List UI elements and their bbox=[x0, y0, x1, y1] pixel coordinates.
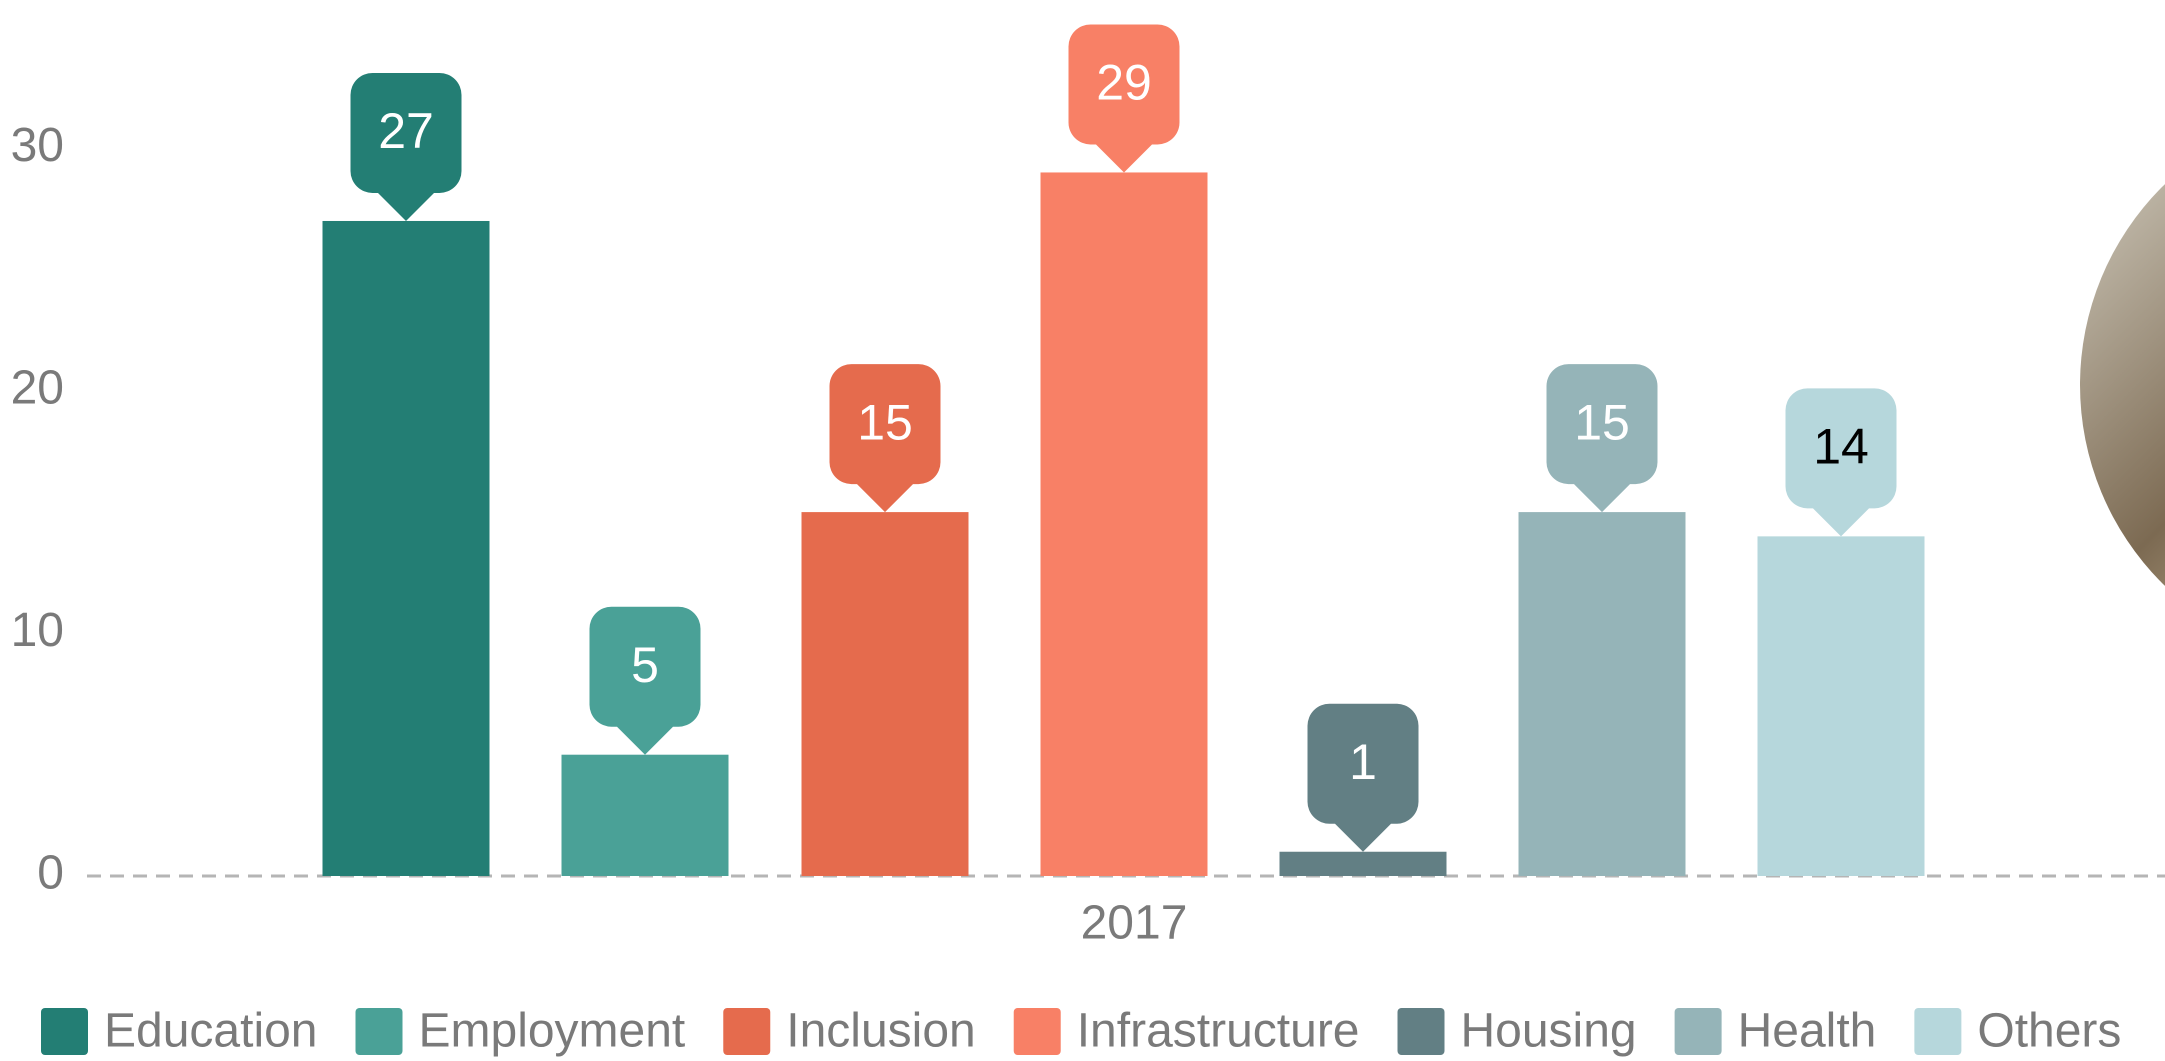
y-tick-label: 10 bbox=[11, 604, 64, 657]
bar bbox=[1041, 172, 1208, 876]
legend-swatch bbox=[41, 1008, 88, 1055]
value-label: 14 bbox=[1813, 419, 1869, 475]
legend-label: Education bbox=[104, 1005, 318, 1058]
value-label: 15 bbox=[1574, 394, 1630, 450]
bar bbox=[562, 755, 729, 876]
x-tick-label: 2017 bbox=[1081, 897, 1188, 950]
y-tick-label: 0 bbox=[37, 847, 64, 900]
legend-label: Others bbox=[1977, 1005, 2121, 1058]
value-label: 29 bbox=[1096, 55, 1152, 111]
legend-swatch bbox=[1675, 1008, 1722, 1055]
legend-swatch bbox=[1398, 1008, 1445, 1055]
legend-label: Inclusion bbox=[786, 1005, 975, 1058]
bar bbox=[802, 512, 969, 876]
photo-circle bbox=[2080, 105, 2165, 665]
legend-label: Housing bbox=[1461, 1005, 1637, 1058]
value-label: 27 bbox=[378, 103, 434, 159]
value-label: 15 bbox=[857, 394, 913, 450]
value-label: 5 bbox=[631, 637, 659, 693]
bar bbox=[1758, 536, 1925, 876]
bar bbox=[323, 221, 490, 876]
bar bbox=[1280, 852, 1447, 876]
y-tick-label: 20 bbox=[11, 361, 64, 414]
legend-swatch bbox=[1914, 1008, 1961, 1055]
photo bbox=[2080, 105, 2165, 665]
chart: 2017 0 10 20 30 27 5 15 29 1 15 14 Education Employm… bbox=[0, 0, 2165, 1061]
page: 2017 0 10 20 30 27 5 15 29 1 15 14 Education Employm… bbox=[0, 0, 2165, 1061]
bar bbox=[1519, 512, 1686, 876]
legend-swatch bbox=[1014, 1008, 1061, 1055]
legend-label: Infrastructure bbox=[1077, 1005, 1360, 1058]
legend-swatch bbox=[723, 1008, 770, 1055]
value-label: 1 bbox=[1349, 734, 1377, 790]
y-tick-label: 30 bbox=[11, 119, 64, 172]
legend-swatch bbox=[356, 1008, 403, 1055]
legend-label: Health bbox=[1738, 1005, 1877, 1058]
legend-label: Employment bbox=[419, 1005, 686, 1058]
